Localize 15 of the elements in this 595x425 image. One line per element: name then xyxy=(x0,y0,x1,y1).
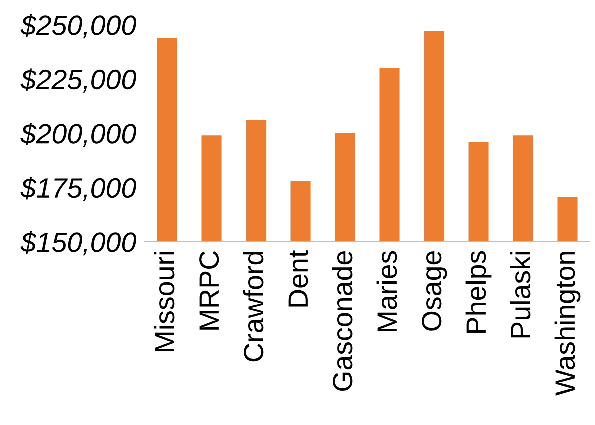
x-tick-label: Gasconade xyxy=(332,252,353,391)
x-tick-label: Maries xyxy=(376,251,398,332)
x-tick-label: Crawford xyxy=(243,252,264,362)
y-tick-label: $150,000 xyxy=(20,232,136,256)
y-tick-label: $250,000 xyxy=(20,14,136,39)
y-tick-label: $200,000 xyxy=(20,123,136,148)
x-tick-label: Missouri xyxy=(154,252,175,352)
x-tick-label: Washington xyxy=(554,252,581,396)
x-tick-label: Dent xyxy=(288,250,308,307)
x-tick-label: Pulaski xyxy=(510,252,531,338)
y-tick-label: $225,000 xyxy=(20,68,136,93)
x-tick-label: Phelps xyxy=(466,251,492,333)
x-tick-label: Osage xyxy=(422,252,448,331)
x-tick-label: MRPC xyxy=(200,251,220,330)
y-tick-label: $175,000 xyxy=(20,177,136,202)
